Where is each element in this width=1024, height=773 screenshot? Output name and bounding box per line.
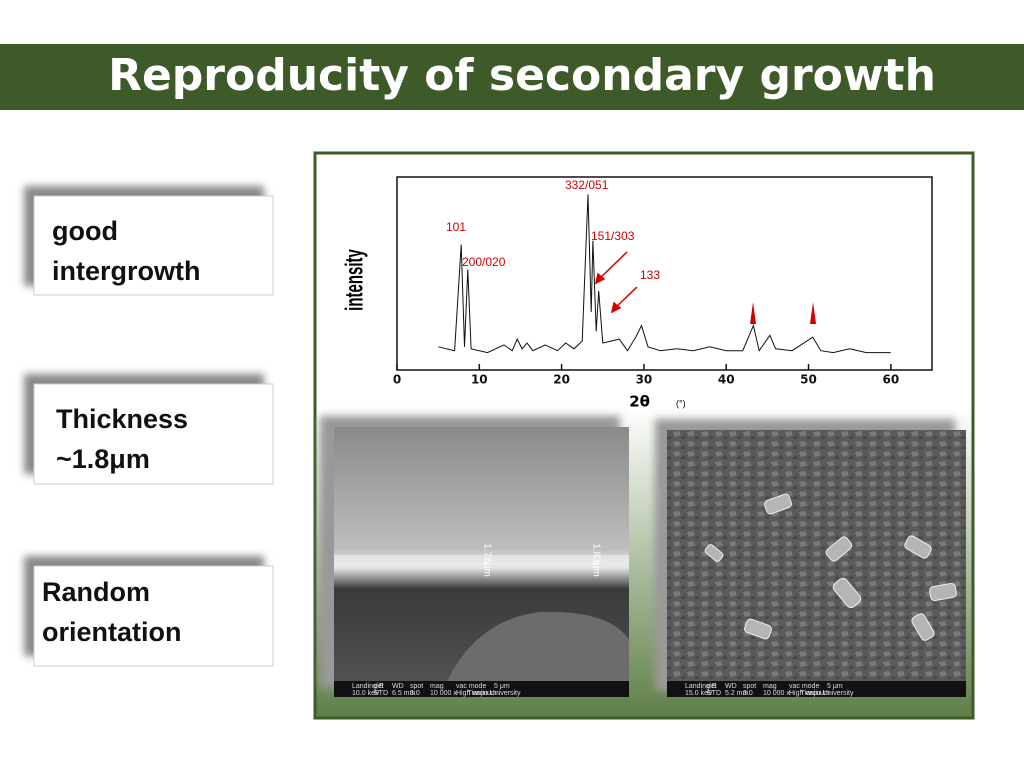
point-box: [33, 383, 274, 485]
sem-film: [334, 555, 629, 565]
info-text: WD: [725, 683, 737, 690]
y-axis-label: intensity: [341, 249, 369, 311]
xrd-pattern: [438, 194, 891, 354]
point-text: Random: [42, 577, 150, 607]
info-text: 3.0: [743, 690, 753, 697]
plot-frame: [396, 176, 933, 371]
crystal: [904, 535, 932, 559]
point-text: good: [52, 216, 118, 246]
info-text: 3.0: [410, 690, 420, 697]
point-boxes: [24, 186, 274, 667]
crystal: [764, 493, 792, 515]
crystal: [744, 618, 772, 640]
info-text: mag: [763, 683, 777, 690]
peak-marker: [750, 302, 756, 324]
slide-title: Reproducity of secondary growth: [108, 50, 936, 101]
info-text: det: [707, 683, 717, 690]
info-text: 10 000 x: [763, 690, 790, 697]
info-text: ETD: [374, 690, 388, 697]
info-text: 10.0 keV: [352, 690, 380, 697]
sem-texture: [440, 611, 629, 697]
info-text: vac mode: [789, 683, 819, 690]
info-text: 10 000 x: [430, 690, 457, 697]
point-box: [33, 565, 274, 667]
x-axis-label: 2θ: [629, 393, 650, 411]
title-bar: [0, 44, 1024, 110]
arrow-head: [610, 301, 622, 314]
info-text: 5 μm: [827, 683, 843, 690]
info-text: 6.5 mm: [392, 690, 416, 697]
x-tick-label: 20: [553, 373, 570, 387]
info-text: ETD: [707, 690, 721, 697]
info-text: Tianjin University: [800, 690, 854, 697]
crystal: [704, 544, 724, 562]
info-text: mag: [430, 683, 444, 690]
peak-marker: [810, 302, 816, 324]
point-text: Thickness: [56, 404, 188, 434]
arrows: [594, 251, 816, 324]
info-text: High vacuum: [456, 690, 497, 697]
info-text: spot: [743, 683, 756, 690]
crystals: [704, 493, 957, 641]
info-text: High vacuum: [789, 690, 830, 697]
info-text: 5 μm: [494, 683, 510, 690]
point-text: ~1.8μm: [56, 444, 150, 474]
peak-label: 151/303: [591, 229, 635, 243]
sem-image: [667, 430, 966, 697]
peak-label: 200/020: [462, 255, 506, 269]
peak-label: 332/051: [565, 178, 609, 192]
point-text: intergrowth: [52, 256, 201, 286]
info-text: Landing E: [352, 683, 384, 690]
x-tick-label: 30: [636, 373, 653, 387]
x-tick-label: 0: [393, 373, 401, 387]
x-tick-label: 60: [882, 373, 899, 387]
x-tick-label: 40: [718, 373, 735, 387]
point-box: [33, 195, 274, 296]
scale-label: 1.83μm: [590, 543, 601, 577]
info-text: det: [374, 683, 384, 690]
info-text: vac mode: [456, 683, 486, 690]
info-text: WD: [392, 683, 404, 690]
info-text: 5.2 mm: [725, 690, 749, 697]
info-text: 15.0 keV: [685, 690, 713, 697]
x-axis-unit: (°): [676, 398, 686, 408]
arrow: [597, 251, 628, 281]
info-text: Landing E: [685, 683, 717, 690]
peak-label: 101: [446, 220, 466, 234]
crystal: [832, 577, 862, 609]
info-bar: [334, 681, 629, 697]
crystal: [911, 613, 935, 641]
crystal: [825, 536, 853, 562]
x-tick-label: 50: [800, 373, 817, 387]
crystal: [929, 582, 957, 602]
arrow-head: [594, 272, 606, 285]
info-text: Tianjin University: [467, 690, 521, 697]
scale-label: 1.76μm: [481, 543, 492, 577]
info-text: spot: [410, 683, 423, 690]
point-text: orientation: [42, 617, 182, 647]
info-bar: [667, 681, 966, 697]
x-tick-label: 10: [471, 373, 488, 387]
peak-label: 133: [640, 268, 660, 282]
